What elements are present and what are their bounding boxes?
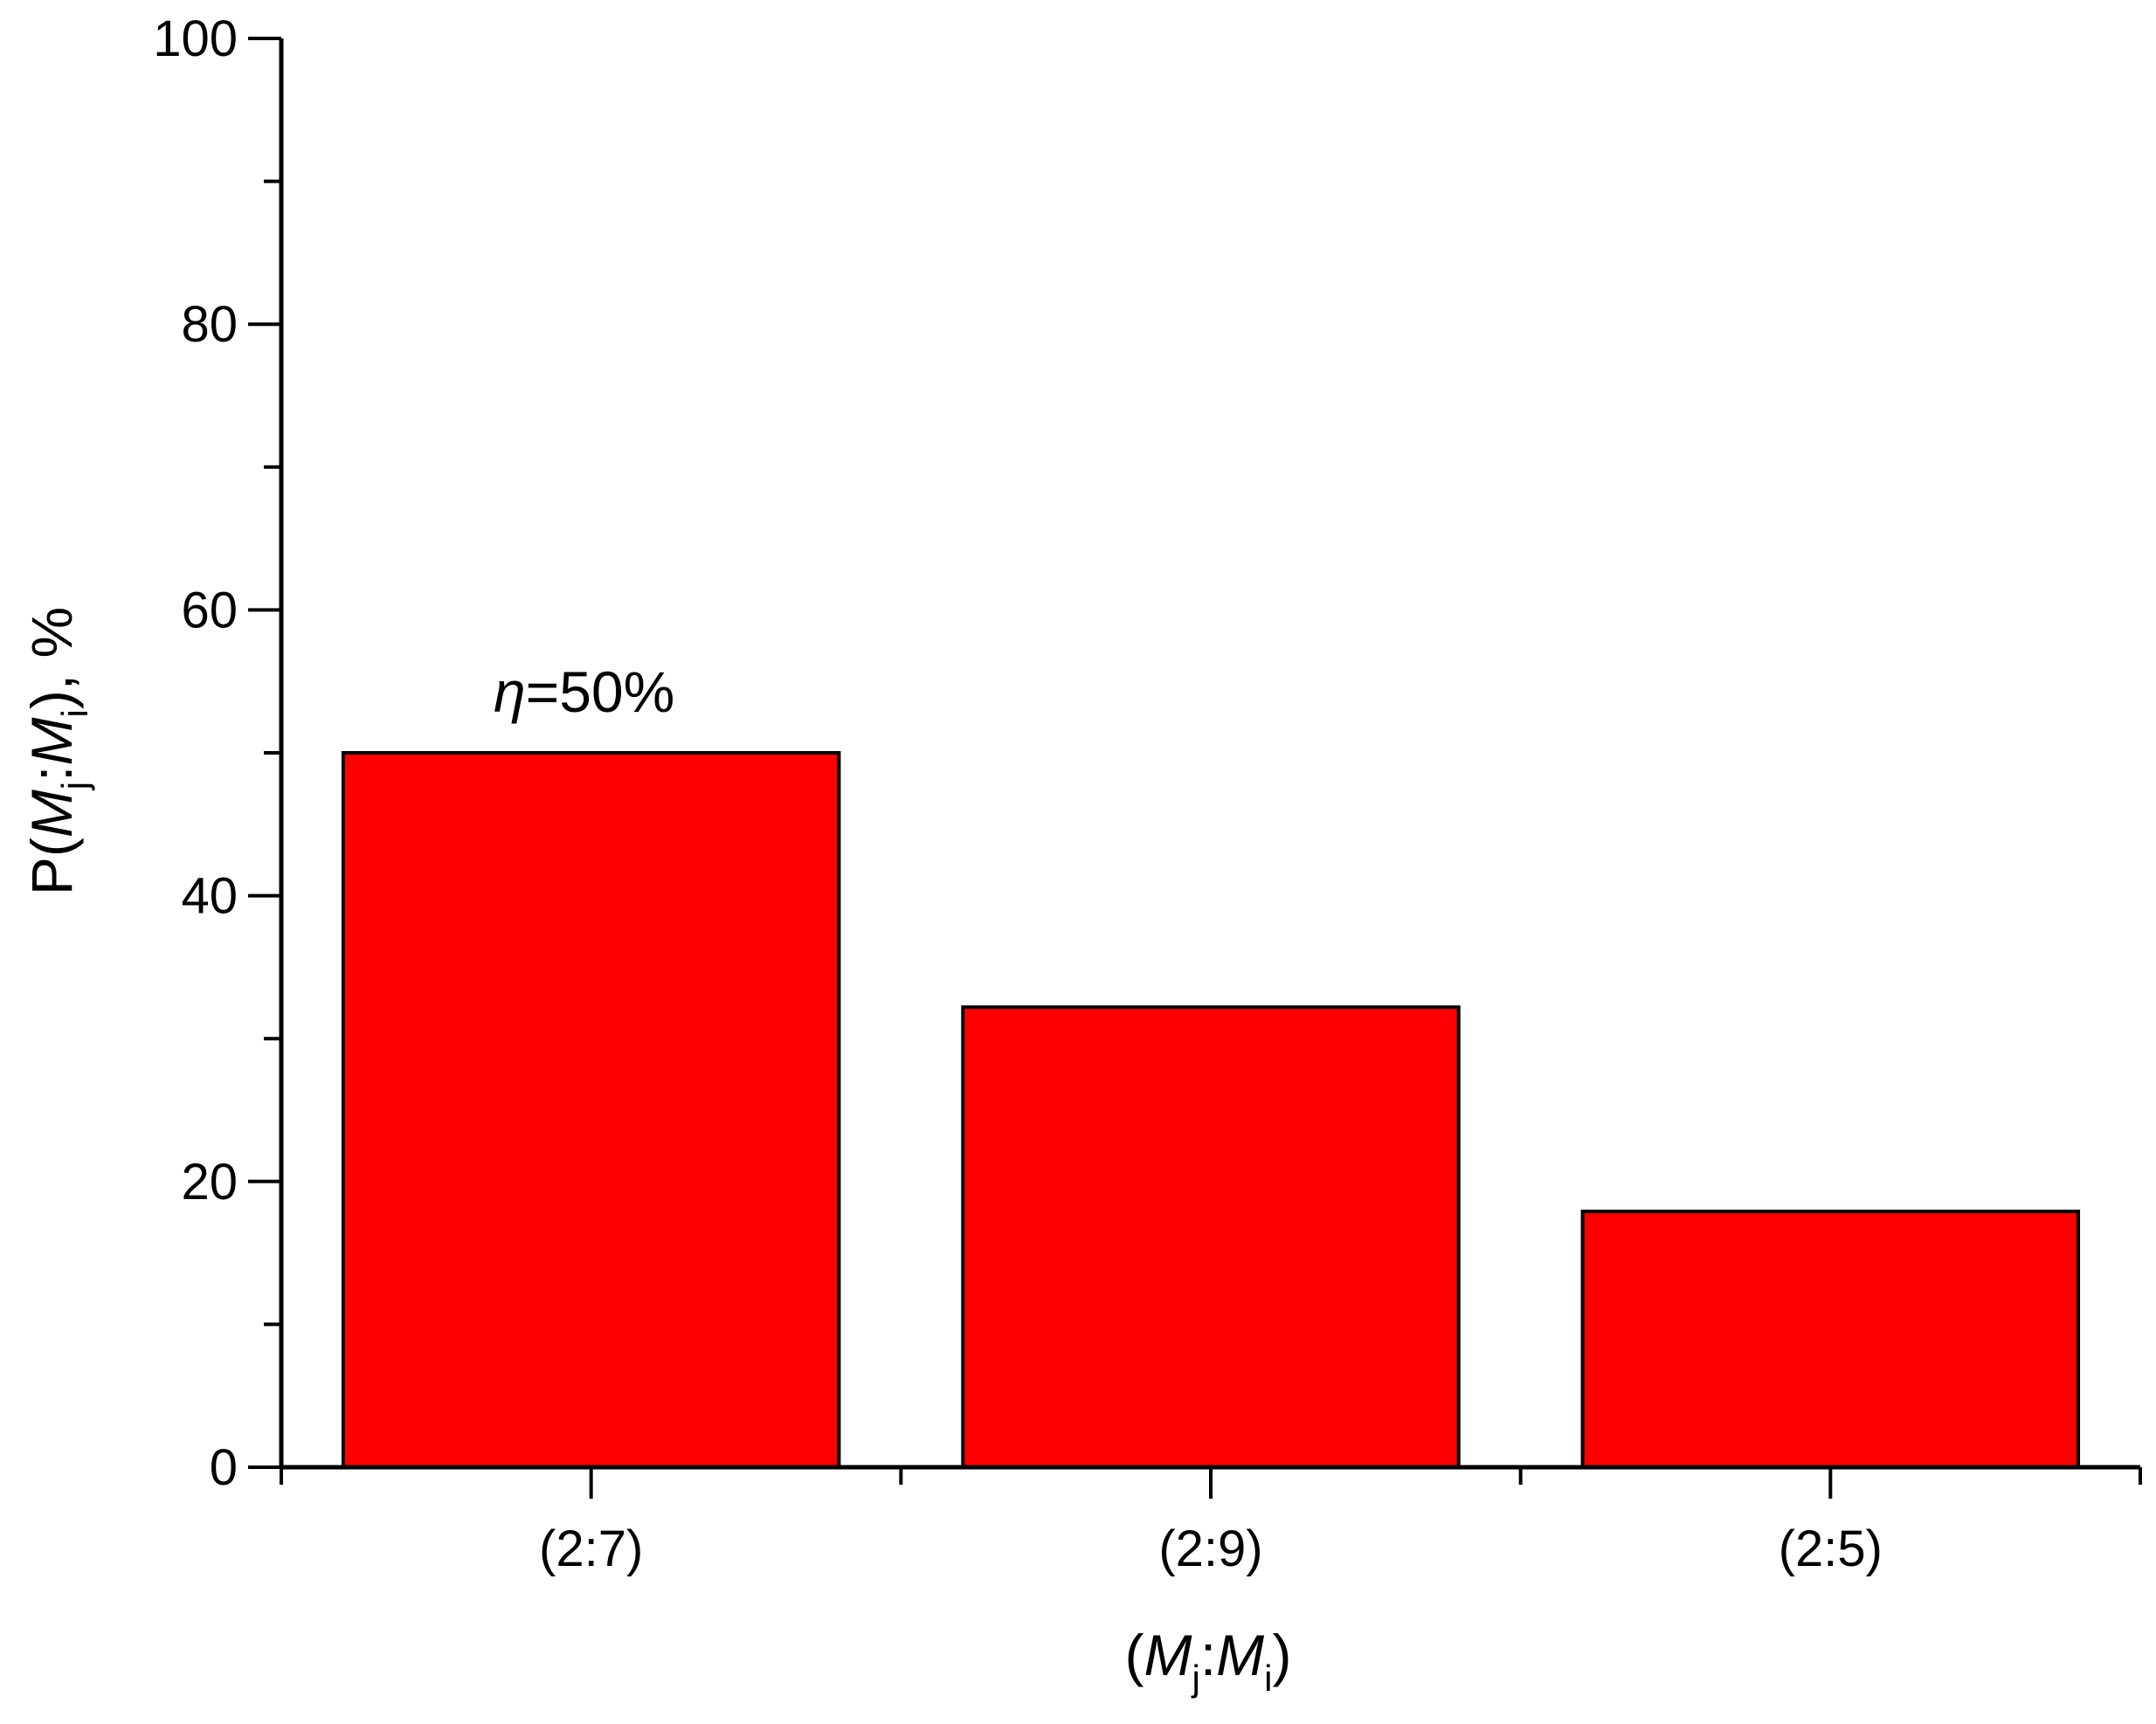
bar-annotation: η=50%: [494, 659, 674, 724]
bar-1: [341, 751, 841, 1469]
y-tick-label: 100: [153, 10, 238, 67]
ticks-group: 0 20 40 60 80 100 (2:7) (2:9) (2:5): [153, 10, 2142, 1577]
annotation-symbol: η: [494, 659, 526, 724]
y-tick-label: 20: [181, 1154, 238, 1210]
y-tick-label: 80: [181, 296, 238, 353]
y-tick-label: 60: [181, 582, 238, 638]
x-axis-title: (Mj:Mi): [1125, 1623, 1292, 1699]
y-axis-title: P(Mj:Mi), %: [19, 607, 95, 895]
bar-3: [1580, 1210, 2081, 1469]
bar-2: [961, 1005, 1461, 1469]
y-tick-label: 0: [210, 1439, 238, 1496]
bars-group: [341, 751, 2081, 1469]
x-tick-label: (2:5): [1779, 1521, 1883, 1577]
x-tick-label: (2:9): [1158, 1521, 1262, 1577]
y-tick-label: 40: [181, 868, 238, 925]
annotation-text: =50%: [526, 659, 675, 724]
x-tick-label: (2:7): [539, 1521, 643, 1577]
